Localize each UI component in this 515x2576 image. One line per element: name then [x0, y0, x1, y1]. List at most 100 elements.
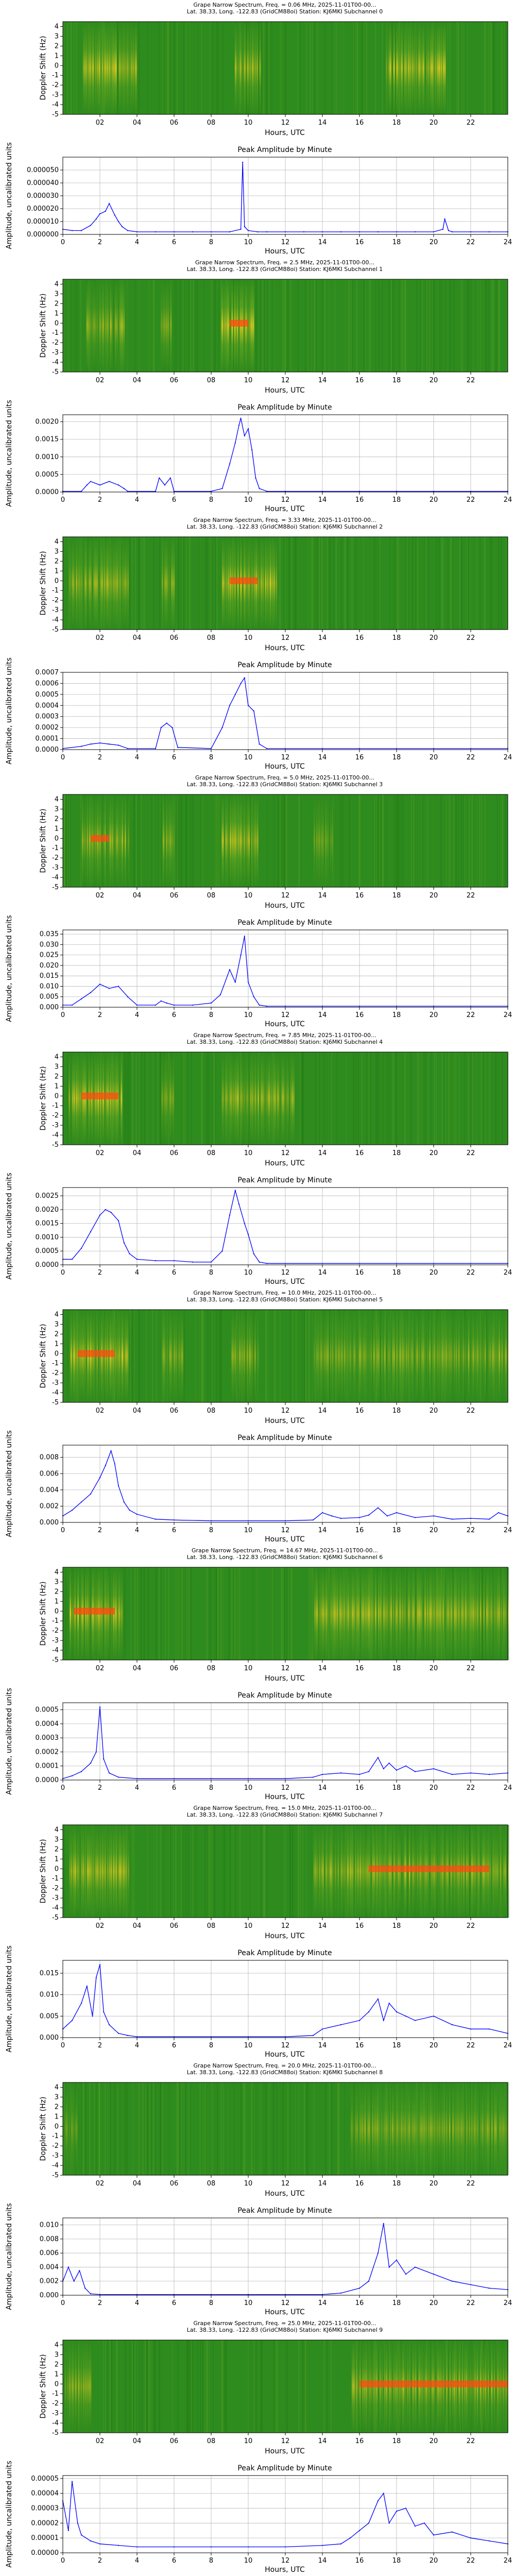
spectrogram-streak — [76, 279, 78, 372]
spectrogram-streak — [416, 279, 417, 372]
amplitude-data-point — [229, 463, 231, 465]
spectrogram-x-tick-label: 02 — [96, 1665, 105, 1672]
spectrogram-band — [127, 1310, 129, 1402]
amplitude-data-point — [166, 722, 167, 724]
spectrogram-streak — [387, 1052, 388, 1145]
doppler-tick-label: 2 — [55, 300, 59, 308]
spectrogram-band — [273, 537, 276, 630]
spectrogram-streak — [66, 22, 67, 114]
doppler-tick-label: 2 — [55, 557, 59, 565]
amplitude-y-label: Amplitude, uncalibrated units — [5, 1173, 13, 1280]
spectrogram-streak — [159, 537, 161, 630]
amplitude-y-tick-label: 0.00000 — [31, 2549, 59, 2557]
spectrogram-band — [246, 794, 248, 887]
spectrogram-streak — [464, 794, 466, 887]
amplitude-data-point — [80, 2003, 82, 2004]
spectrogram-band — [347, 1567, 349, 1660]
spectrogram-streak — [417, 2082, 418, 2175]
spectrogram-band — [326, 1825, 328, 1918]
amplitude-y-tick-label: 0.020 — [40, 962, 59, 970]
spectrogram-streak — [180, 1825, 182, 1918]
amplitude-data-point — [383, 2223, 384, 2225]
spectrogram-x-tick-label: 16 — [355, 2437, 364, 2445]
amplitude-x-tick-label: 12 — [281, 1269, 290, 1277]
spectrogram-band — [427, 2082, 429, 2175]
spectrogram-band — [350, 1567, 352, 1660]
spectrogram-streak — [196, 279, 198, 372]
amplitude-data-point — [169, 477, 171, 479]
spectrogram-streak — [505, 22, 507, 114]
spectrogram-band — [332, 1825, 334, 1918]
spectrogram-streak — [83, 2082, 85, 2175]
spectrogram-streak — [213, 1052, 215, 1145]
amplitude-y-tick-label: 0.008 — [40, 2235, 59, 2243]
spectrogram-streak — [159, 2340, 161, 2433]
spectrogram-streak — [94, 1825, 95, 1918]
spectrogram-streak — [381, 1052, 383, 1145]
spectrogram-band — [327, 1567, 329, 1660]
doppler-tick-label: 0 — [55, 1865, 59, 1873]
spectrogram-streak — [160, 1052, 161, 1145]
spectrogram-streak — [224, 1825, 225, 1918]
spectrogram-streak — [340, 22, 341, 114]
spectrogram-streak — [377, 794, 379, 887]
amplitude-data-point — [99, 1214, 101, 1216]
doppler-tick-label: -5 — [52, 1399, 59, 1406]
spectrogram-streak — [383, 794, 384, 887]
spectrogram-streak — [496, 2082, 498, 2175]
spectrogram-subtitle: Lat. 38.33, Long. -122.83 (GridCM88oi) S… — [187, 2069, 383, 2076]
amplitude-data-point — [358, 2530, 360, 2531]
spectrogram-band — [332, 1310, 334, 1402]
spectrogram-band — [358, 1567, 360, 1660]
spectrogram-band — [117, 794, 119, 887]
spectrogram-band — [225, 1052, 227, 1145]
doppler-tick-label: 3 — [55, 805, 59, 813]
spectrogram-streak — [382, 794, 383, 887]
spectrogram-streak — [185, 2082, 186, 2175]
spectrogram-band — [82, 1825, 84, 1918]
amplitude-data-point — [71, 1775, 73, 1776]
spectrogram-streak — [501, 22, 503, 114]
amplitude-data-point — [90, 2540, 92, 2542]
spectrogram-streak — [312, 537, 314, 630]
spectrogram-streak — [284, 794, 285, 887]
spectrogram-streak — [376, 1052, 377, 1145]
amplitude-data-point — [99, 2294, 101, 2295]
amplitude-data-point — [244, 226, 245, 228]
spectrogram-streak — [444, 1052, 446, 1145]
spectrogram-peak — [91, 835, 109, 842]
doppler-tick-label: -4 — [52, 359, 59, 366]
spectrogram-streak — [183, 22, 185, 114]
spectrogram-streak — [191, 1052, 192, 1145]
spectrogram-band — [470, 2082, 472, 2175]
amplitude-y-tick-label: 0.0005 — [36, 471, 59, 479]
spectrogram-streak — [470, 1567, 471, 1660]
spectrogram-streak — [210, 1825, 211, 1918]
amplitude-frame — [62, 1702, 508, 1781]
spectrogram-band — [112, 537, 114, 630]
spectrogram-band — [274, 1052, 277, 1145]
amplitude-x-tick-label: 16 — [355, 1011, 364, 1019]
spectrogram-streak — [368, 1052, 370, 1145]
spectrogram-streak — [269, 279, 270, 372]
spectrogram-band — [336, 1567, 338, 1660]
spectrogram-title: Grape Narrow Spectrum, Freq. = 20.0 MHz,… — [193, 2062, 376, 2069]
amplitude-x-tick-label: 0 — [61, 2299, 65, 2307]
amplitude-data-point — [388, 2522, 390, 2524]
spectrogram-streak — [398, 794, 399, 887]
spectrogram-band — [384, 1310, 386, 1402]
spectrogram-streak — [395, 537, 396, 630]
spectrogram-streak — [329, 2082, 331, 2175]
spectrogram-band — [229, 794, 231, 887]
spectrogram-streak — [448, 537, 449, 630]
spectrogram-band — [495, 2082, 497, 2175]
spectrogram-streak — [353, 1052, 355, 1145]
spectrogram-streak — [202, 794, 204, 887]
amplitude-data-point — [253, 710, 254, 712]
spectrogram-band — [230, 794, 232, 887]
spectrogram-streak — [402, 279, 403, 372]
spectrogram-streak — [287, 2340, 288, 2433]
spectrogram-streak — [352, 279, 353, 372]
spectrogram-band — [412, 1567, 414, 1660]
spectrogram-band — [340, 1825, 342, 1918]
